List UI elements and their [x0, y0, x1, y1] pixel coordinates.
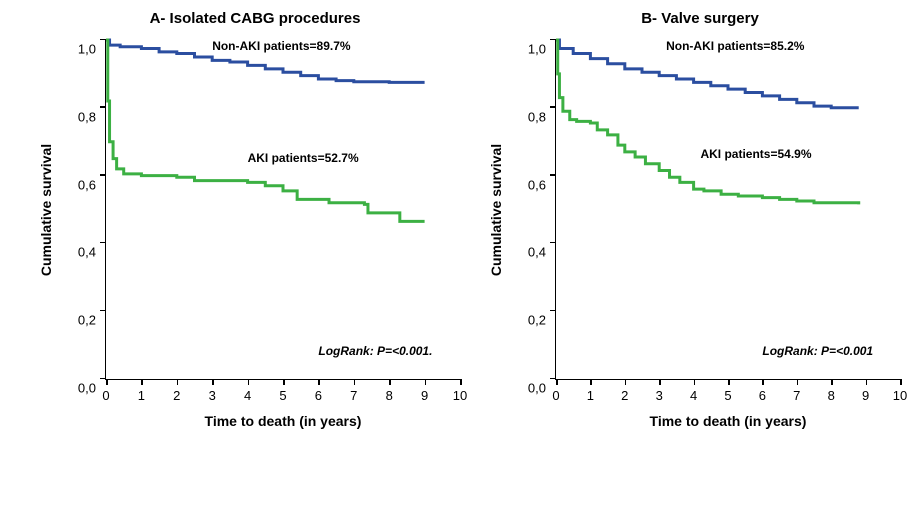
x-tick-label: 7 — [350, 388, 357, 403]
annotation: AKI patients=52.7% — [248, 151, 359, 165]
x-tick-mark — [831, 379, 833, 385]
x-tick-mark — [389, 379, 391, 385]
panel-a: A- Isolated CABG procedures Cumulative s… — [40, 10, 470, 440]
y-tick-label: 0,4 — [56, 245, 96, 260]
y-tick-label: 0,8 — [56, 109, 96, 124]
annotation: Non-AKI patients=85.2% — [666, 39, 804, 53]
x-tick-label: 6 — [759, 388, 766, 403]
x-tick-label: 8 — [828, 388, 835, 403]
x-tick-mark — [625, 379, 627, 385]
x-tick-mark — [177, 379, 179, 385]
annotation: AKI patients=54.9% — [700, 147, 811, 161]
x-tick-mark — [283, 379, 285, 385]
x-tick-mark — [460, 379, 462, 385]
y-tick-label: 0,0 — [56, 381, 96, 396]
panel-a-xlabel: Time to death (in years) — [106, 413, 460, 429]
y-tick-label: 1,0 — [506, 42, 546, 57]
x-tick-label: 1 — [138, 388, 145, 403]
figure-container: A- Isolated CABG procedures Cumulative s… — [0, 0, 922, 511]
y-tick-label: 0,0 — [506, 381, 546, 396]
x-tick-mark — [248, 379, 250, 385]
annotation: LogRank: P=<0.001. — [318, 344, 432, 358]
x-tick-mark — [797, 379, 799, 385]
x-tick-label: 1 — [587, 388, 594, 403]
x-tick-label: 6 — [315, 388, 322, 403]
panel-a-title: A- Isolated CABG procedures — [40, 10, 470, 27]
x-tick-label: 9 — [421, 388, 428, 403]
x-tick-mark — [556, 379, 558, 385]
x-tick-mark — [866, 379, 868, 385]
x-tick-mark — [762, 379, 764, 385]
y-tick-label: 0,8 — [506, 109, 546, 124]
x-tick-label: 10 — [893, 388, 907, 403]
x-tick-label: 2 — [621, 388, 628, 403]
y-tick-label: 0,2 — [56, 313, 96, 328]
x-tick-mark — [106, 379, 108, 385]
panel-a-ylabel: Cumulative survival — [38, 143, 54, 275]
km-curve-aki-patients — [556, 40, 859, 204]
x-tick-mark — [141, 379, 143, 385]
x-tick-label: 7 — [793, 388, 800, 403]
y-tick-label: 0,6 — [506, 177, 546, 192]
x-tick-label: 5 — [279, 388, 286, 403]
x-tick-mark — [728, 379, 730, 385]
plot-b: Cumulative survival Time to death (in ye… — [555, 40, 900, 380]
x-tick-mark — [590, 379, 592, 385]
x-tick-label: 4 — [244, 388, 251, 403]
x-tick-label: 2 — [173, 388, 180, 403]
x-tick-mark — [212, 379, 214, 385]
y-tick-label: 0,2 — [506, 313, 546, 328]
x-tick-mark — [425, 379, 427, 385]
x-tick-label: 9 — [862, 388, 869, 403]
x-tick-label: 10 — [453, 388, 467, 403]
x-tick-mark — [659, 379, 661, 385]
x-tick-label: 5 — [724, 388, 731, 403]
x-tick-mark — [900, 379, 902, 385]
plot-svg — [106, 40, 460, 379]
x-tick-mark — [318, 379, 320, 385]
annotation: LogRank: P=<0.001 — [762, 344, 873, 358]
annotation: Non-AKI patients=89.7% — [212, 39, 350, 53]
x-tick-mark — [354, 379, 356, 385]
x-tick-label: 0 — [102, 388, 109, 403]
panel-b-ylabel: Cumulative survival — [488, 143, 504, 275]
x-tick-mark — [694, 379, 696, 385]
x-tick-label: 8 — [386, 388, 393, 403]
y-tick-label: 1,0 — [56, 42, 96, 57]
panel-b-xlabel: Time to death (in years) — [556, 413, 900, 429]
x-tick-label: 0 — [552, 388, 559, 403]
y-tick-label: 0,4 — [506, 245, 546, 260]
x-tick-label: 4 — [690, 388, 697, 403]
x-tick-label: 3 — [209, 388, 216, 403]
x-tick-label: 3 — [656, 388, 663, 403]
panel-b-title: B- Valve surgery — [490, 10, 910, 27]
panel-b: B- Valve surgery Cumulative survival Tim… — [490, 10, 910, 440]
y-tick-label: 0,6 — [56, 177, 96, 192]
plot-a: Cumulative survival Time to death (in ye… — [105, 40, 460, 380]
plot-svg — [556, 40, 900, 379]
